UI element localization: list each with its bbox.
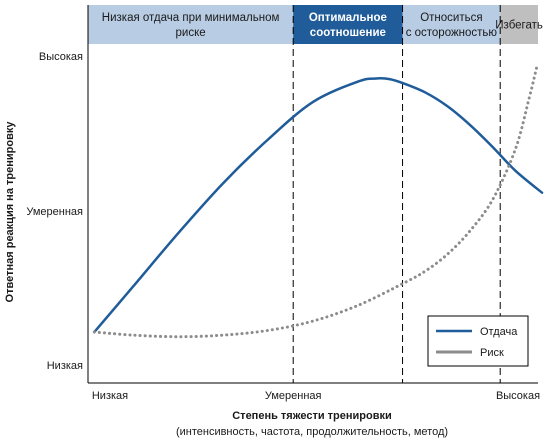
zone-dividers: [292, 5, 501, 383]
series-layer: [92, 66, 544, 339]
x-tick-label-2: Умеренная: [265, 390, 322, 402]
legend-box: [427, 315, 529, 367]
legend: Отдача Риск: [427, 315, 529, 367]
y-tick-label-2: Умеренная: [26, 206, 83, 218]
legend-label-1: Отдача: [480, 326, 518, 338]
x-tick-label-1: Низкая: [92, 390, 128, 402]
axes: [87, 5, 538, 384]
zone-label-1-line-2: риске: [176, 27, 206, 39]
zone-label-3-line-1: Относиться: [420, 12, 482, 24]
zone-band-3: [402, 5, 501, 44]
zone-label-4-line-1: Избегать: [495, 20, 543, 32]
zone-label-2-line-1: Оптимальное: [309, 12, 387, 24]
zone-label-1-line-1: Низкая отдача при минимальном: [102, 12, 280, 24]
zone-band-2: [293, 5, 403, 44]
y-tick-label-1: Низкая: [47, 360, 83, 372]
x-axis-title: Степень тяжести тренировки: [232, 410, 392, 422]
legend-label-2: Риск: [480, 347, 504, 359]
series-line-2: [92, 66, 539, 339]
zone-label-3-line-2: с осторожностью: [406, 27, 498, 39]
x-tick-label-3: Высокая: [496, 390, 540, 402]
tick-labels: Низкая Умеренная Высокая Низкая Умеренная Выс…: [26, 51, 540, 402]
y-axis-title: Ответная реакция на тренировку: [4, 121, 16, 303]
series-line-1: [93, 77, 544, 334]
zone-band-4: [500, 5, 538, 44]
zones-layer: Низкая отдача при минимальном риске Оптима…: [88, 5, 543, 44]
y-tick-label-3: Высокая: [39, 51, 83, 63]
zone-label-2-line-2: соотношение: [310, 27, 386, 39]
x-axis-subtitle: (интенсивность, частота, продолжительнос…: [176, 426, 448, 438]
zone-band-1: [88, 5, 294, 44]
